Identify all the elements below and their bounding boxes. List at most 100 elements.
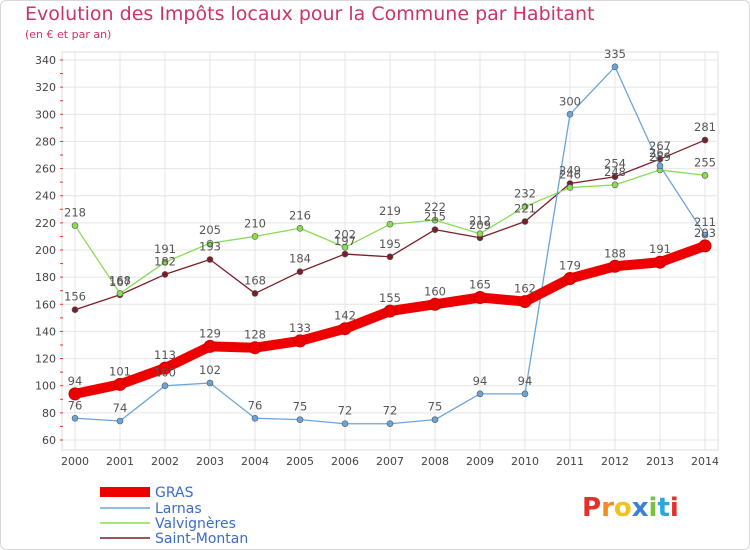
data-point: [611, 173, 619, 181]
y-tick-label: 300: [35, 108, 56, 121]
data-point: [71, 414, 79, 422]
data-point: [296, 268, 304, 276]
logo-letter: t: [657, 493, 669, 523]
y-tick-label: 200: [35, 244, 56, 257]
x-tick-label: 2000: [61, 455, 89, 468]
logo-letter: i: [649, 493, 658, 523]
data-label: 248: [604, 165, 626, 179]
x-tick-label: 2013: [646, 455, 674, 468]
data-point: [386, 220, 394, 228]
data-label: 168: [109, 273, 131, 287]
data-point: [116, 290, 124, 297]
data-label: 222: [424, 200, 446, 214]
x-tick-label: 2004: [241, 455, 269, 468]
data-point: [386, 253, 394, 261]
x-tick-label: 2001: [106, 455, 134, 468]
y-tick-label: 280: [35, 135, 56, 148]
y-tick-label: 180: [35, 271, 56, 284]
data-label: 218: [64, 206, 86, 220]
data-point: [116, 417, 124, 425]
data-point: [161, 258, 169, 266]
data-point: [68, 387, 82, 401]
x-tick-label: 2012: [601, 455, 629, 468]
data-point: [566, 110, 574, 118]
logo-letter: o: [614, 493, 632, 523]
data-label: 142: [334, 309, 356, 323]
chart-title: Evolution des Impôts locaux pour la Comm…: [25, 3, 595, 25]
legend-label: GRAS: [155, 485, 194, 501]
data-point: [656, 162, 664, 170]
data-point: [296, 224, 304, 232]
data-point: [701, 172, 709, 179]
logo-letter: x: [632, 493, 649, 523]
data-point: [206, 379, 214, 387]
data-point: [341, 420, 349, 428]
data-point: [566, 184, 574, 191]
x-tick-label: 2011: [556, 455, 584, 468]
data-label: 94: [473, 374, 488, 388]
logo-letter: i: [670, 493, 679, 523]
data-label: 76: [68, 398, 83, 412]
data-label: 168: [244, 273, 266, 287]
data-point: [296, 416, 304, 423]
legend-label: Valvignères: [155, 516, 236, 532]
data-label: 211: [694, 215, 716, 229]
proxiti-logo: Proxiti: [582, 493, 679, 523]
legend-item-saint-montan: Saint-Montan: [100, 531, 248, 547]
x-tick-label: 2014: [691, 455, 719, 468]
data-point: [608, 259, 622, 273]
y-tick-label: 160: [35, 298, 56, 311]
data-label: 74: [113, 401, 128, 415]
series-gras: [68, 239, 712, 401]
data-point: [431, 226, 439, 233]
data-point: [476, 230, 484, 238]
data-point: [161, 382, 169, 390]
y-tick-label: 120: [35, 353, 56, 366]
data-label: 160: [424, 284, 446, 298]
data-label: 255: [694, 155, 716, 169]
data-point: [338, 322, 352, 336]
data-point: [383, 304, 397, 318]
series-larnas: [71, 63, 709, 428]
data-point: [518, 295, 532, 309]
data-point: [251, 290, 259, 297]
logo-letter: r: [601, 493, 614, 523]
y-tick-label: 260: [35, 163, 56, 176]
data-label: 205: [199, 223, 221, 237]
legend-item-larnas: Larnas: [100, 501, 202, 517]
data-point: [71, 306, 79, 314]
data-point: [341, 250, 349, 258]
y-tick-label: 240: [35, 190, 56, 203]
data-label: 75: [428, 400, 443, 414]
data-point: [386, 420, 394, 428]
data-point: [206, 256, 214, 263]
data-label: 195: [379, 237, 401, 251]
data-point: [71, 222, 79, 229]
data-point: [698, 239, 712, 253]
data-label: 162: [514, 282, 536, 296]
data-label: 202: [334, 227, 356, 241]
data-label: 94: [518, 374, 533, 388]
data-point: [161, 271, 169, 278]
data-label: 155: [379, 291, 401, 305]
data-point: [701, 231, 709, 239]
data-label: 129: [199, 326, 221, 340]
data-label: 203: [694, 226, 716, 240]
data-label: 113: [154, 348, 176, 362]
data-label: 76: [248, 398, 263, 412]
data-point: [431, 416, 439, 423]
data-label: 197: [334, 234, 356, 248]
data-label: 216: [289, 208, 311, 222]
data-label: 101: [109, 364, 131, 378]
data-point: [206, 239, 214, 247]
data-label: 184: [289, 252, 311, 266]
data-label: 209: [469, 218, 491, 232]
data-label: 100: [154, 366, 176, 380]
data-label: 188: [604, 246, 626, 260]
data-label: 193: [199, 240, 221, 254]
data-point: [521, 203, 529, 210]
data-label: 262: [649, 146, 671, 160]
y-tick-label: 60: [42, 434, 56, 447]
data-label: 254: [604, 157, 626, 171]
